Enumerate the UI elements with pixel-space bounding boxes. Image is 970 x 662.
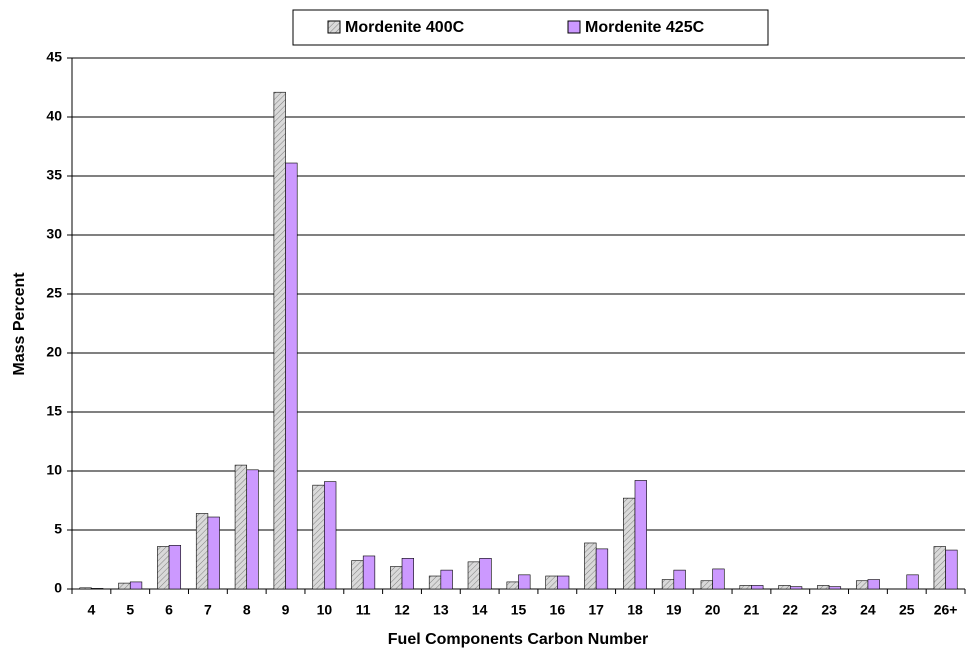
bar xyxy=(207,516,220,590)
bar xyxy=(623,497,636,590)
bar xyxy=(557,575,570,590)
x-tick-label: 5 xyxy=(126,602,134,618)
bar xyxy=(945,549,958,590)
bar xyxy=(545,575,558,590)
y-axis-title: Mass Percent xyxy=(11,272,28,376)
bar xyxy=(79,587,92,590)
x-tick-label: 8 xyxy=(243,602,251,618)
x-tick-label: 24 xyxy=(860,602,876,618)
x-tick-label: 11 xyxy=(356,602,371,618)
y-tick-label: 25 xyxy=(46,285,62,301)
x-tick-label: 25 xyxy=(899,602,915,618)
y-tick-label: 40 xyxy=(46,108,62,124)
bar xyxy=(467,561,480,590)
bar xyxy=(285,162,298,590)
x-tick-label: 15 xyxy=(511,602,527,618)
bar xyxy=(351,560,364,590)
legend-swatch xyxy=(327,20,341,34)
bar xyxy=(595,548,609,590)
x-tick-label: 4 xyxy=(88,602,96,618)
bar xyxy=(700,580,713,590)
x-tick-label: 12 xyxy=(394,602,410,618)
x-tick-label: 17 xyxy=(588,602,604,618)
bar xyxy=(906,574,919,590)
bar xyxy=(312,484,325,590)
y-tick-label: 20 xyxy=(46,344,62,360)
bar xyxy=(828,586,842,590)
x-tick-label: 21 xyxy=(744,602,760,618)
legend-label: Mordenite 425C xyxy=(585,19,705,36)
bar xyxy=(118,582,131,590)
bar xyxy=(324,481,337,590)
bar xyxy=(168,545,182,590)
x-tick-label: 13 xyxy=(433,602,449,618)
bar xyxy=(661,579,675,590)
x-axis-title: Fuel Components Carbon Number xyxy=(388,631,648,648)
bar xyxy=(390,566,403,590)
bar xyxy=(428,575,442,590)
bar xyxy=(789,586,803,590)
bar xyxy=(817,585,830,590)
bar xyxy=(234,464,248,590)
y-tick-label: 10 xyxy=(46,462,62,478)
legend-swatch xyxy=(567,20,581,34)
bar xyxy=(91,588,104,590)
x-tick-label: 10 xyxy=(317,602,333,618)
bar xyxy=(273,91,286,590)
x-tick-label: 7 xyxy=(204,602,212,618)
legend-label: Mordenite 400C xyxy=(345,19,465,36)
x-tick-label: 23 xyxy=(821,602,837,618)
bar xyxy=(129,581,143,590)
bar xyxy=(506,581,519,590)
legend-box xyxy=(292,9,769,46)
x-tick-label: 6 xyxy=(165,602,173,618)
bar xyxy=(751,585,764,590)
bar xyxy=(712,568,725,590)
bar xyxy=(855,580,869,590)
y-tick-label: 5 xyxy=(54,521,62,537)
bar xyxy=(246,469,259,590)
bar xyxy=(584,542,597,590)
bar xyxy=(867,579,880,590)
bar xyxy=(440,569,453,590)
x-tick-label: 18 xyxy=(627,602,643,618)
x-tick-label: 16 xyxy=(550,602,566,618)
x-tick-label: 26+ xyxy=(934,602,958,618)
bar xyxy=(739,585,752,590)
bar xyxy=(518,574,531,590)
bar xyxy=(673,569,686,590)
x-tick-label: 14 xyxy=(472,602,488,618)
y-tick-label: 30 xyxy=(46,226,62,242)
x-tick-label: 22 xyxy=(782,602,798,618)
y-tick-label: 35 xyxy=(46,167,62,183)
x-tick-label: 9 xyxy=(282,602,290,618)
bar xyxy=(479,558,492,590)
y-tick-label: 15 xyxy=(46,403,62,419)
bar xyxy=(195,513,209,590)
bar xyxy=(634,480,647,590)
bar xyxy=(401,558,414,590)
y-tick-label: 45 xyxy=(46,49,62,65)
bar xyxy=(778,585,791,590)
bar xyxy=(933,546,946,590)
y-tick-label: 0 xyxy=(54,580,62,596)
bar xyxy=(157,546,170,590)
bar xyxy=(362,555,376,590)
x-tick-label: 19 xyxy=(666,602,682,618)
x-tick-label: 20 xyxy=(705,602,721,618)
